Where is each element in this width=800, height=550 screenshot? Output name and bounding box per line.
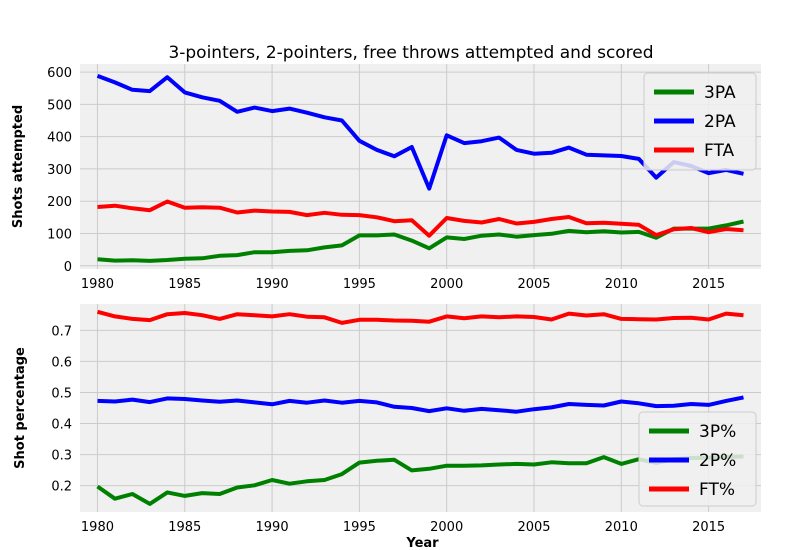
y-tick-label: 200 — [47, 195, 72, 210]
x-tick-label: 1980 — [81, 520, 114, 535]
x-tick-label: 1995 — [343, 520, 376, 535]
x-tick-label: 1985 — [168, 277, 201, 292]
x-tick-label: 1990 — [256, 277, 289, 292]
y-axis-label: Shot percentage — [13, 347, 28, 469]
x-tick-label: 2005 — [517, 520, 550, 535]
series-line-3ppct — [96, 454, 744, 506]
series-line-2ppct — [97, 395, 744, 414]
y-tick-label: 400 — [47, 131, 72, 146]
y-tick-label: 0.7 — [51, 324, 72, 339]
y-tick-label: 0.5 — [51, 386, 72, 401]
legend-label: FTA — [704, 141, 735, 161]
legend-label: 2PA — [704, 112, 736, 132]
x-tick-label: 2010 — [605, 520, 638, 535]
legend: 3PA 2PA FTA — [643, 72, 757, 171]
y-tick-label: 0 — [64, 260, 72, 275]
y-tick-label: 0.2 — [51, 480, 72, 495]
x-tick-label: 1980 — [81, 277, 114, 292]
series-line-fta — [97, 199, 744, 238]
series-line-3pa — [97, 219, 744, 263]
x-tick-label: 2000 — [430, 277, 463, 292]
x-tick-label: 1995 — [343, 277, 376, 292]
x-tick-label: 2015 — [692, 520, 725, 535]
legend-frame — [643, 72, 757, 171]
y-tick-label: 100 — [47, 227, 72, 242]
legend-label: 2P% — [699, 451, 736, 471]
top-chart-attempts: 1980 1985 1990 1995 2000 2005 2010 2015 0 100 200 3… — [11, 64, 761, 292]
top-chart-title: 3-pointers, 2-pointers, free throws atte… — [168, 43, 653, 63]
x-tick-label: 2000 — [430, 520, 463, 535]
legend-frame — [638, 411, 757, 507]
y-tick-label: 300 — [47, 163, 72, 178]
y-tick-label: 0.4 — [51, 418, 72, 433]
legend: 3P% 2P% FT% — [638, 411, 757, 507]
legend-label: 3P% — [699, 422, 736, 442]
x-tick-label: 1985 — [168, 520, 201, 535]
x-axis-label: Year — [405, 536, 439, 550]
legend-label: 3PA — [704, 83, 736, 103]
y-axis-label: Shots attempted — [11, 105, 26, 228]
y-tick-label: 0.3 — [51, 449, 72, 464]
legend-label: FT% — [699, 480, 735, 500]
bottom-chart-percentage: 1980 1985 1990 1995 2000 2005 2010 2015 0.2 0.3 0.… — [13, 304, 761, 550]
x-tick-label: 2010 — [605, 277, 638, 292]
x-tick-label: 2005 — [517, 277, 550, 292]
y-tick-label: 600 — [47, 66, 72, 81]
x-tick-label: 2015 — [692, 277, 725, 292]
y-tick-label: 0.6 — [51, 355, 72, 370]
series-line-2pa — [96, 74, 744, 191]
series-line-ftpct — [96, 309, 744, 325]
x-tick-label: 1990 — [256, 520, 289, 535]
y-tick-label: 500 — [47, 98, 72, 113]
